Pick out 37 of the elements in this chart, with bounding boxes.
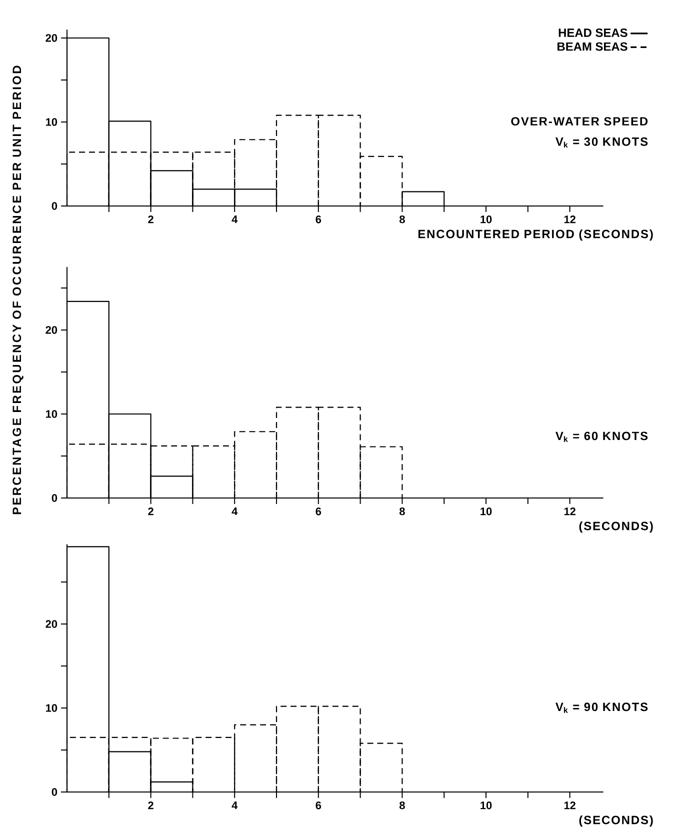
annotation: V$_{k}$ = 90 KNOTS [556,702,648,713]
annotation: V$_{k}$ = 30 KNOTS [556,137,648,148]
x-tick-label: 10 [480,802,492,810]
x-axis-title: (SECONDS) [579,815,653,827]
x-tick-label: 6 [316,216,322,224]
x-tick-label: 12 [564,802,576,810]
x-tick-label: 6 [316,508,322,516]
legend-label: HEAD SEAS [558,28,628,37]
annotation: V$_{k}$ = 60 KNOTS [556,432,648,442]
y-tick-label: 20 [46,620,58,628]
y-axis-title: PERCENTAGE FREQUENCY OF OCCURRENCE PER UNIT PERIOD [12,66,24,514]
x-tick-label: 2 [148,216,154,224]
y-tick-label: 0 [52,494,58,502]
x-tick-label: 10 [480,216,492,224]
y-tick-label: 20 [46,34,58,42]
x-tick-label: 4 [232,216,238,224]
x-tick-label: 8 [400,216,405,224]
y-tick-label: 10 [46,118,58,126]
x-tick-label: 12 [564,508,576,516]
x-tick-label: 8 [400,508,405,516]
x-tick-label: 4 [232,508,238,516]
y-tick-label: 20 [46,326,58,334]
x-tick-label: 12 [564,216,576,224]
y-tick-label: 10 [46,410,58,418]
x-tick-label: 4 [232,802,238,810]
y-tick-label: 10 [46,704,58,712]
x-tick-label: 6 [316,802,322,810]
annotation: OVER-WATER SPEED [511,117,648,126]
x-axis-title: ENCOUNTERED PERIOD (SECONDS) [418,229,653,241]
x-tick-label: 2 [148,508,154,516]
legend-label: BEAM SEAS [558,42,628,51]
y-tick-label: 0 [52,788,58,796]
x-tick-label: 10 [480,508,492,516]
x-tick-label: 8 [400,802,405,810]
x-axis-title: (SECONDS) [579,521,653,533]
y-tick-label: 0 [52,202,58,210]
x-tick-label: 2 [148,802,154,810]
